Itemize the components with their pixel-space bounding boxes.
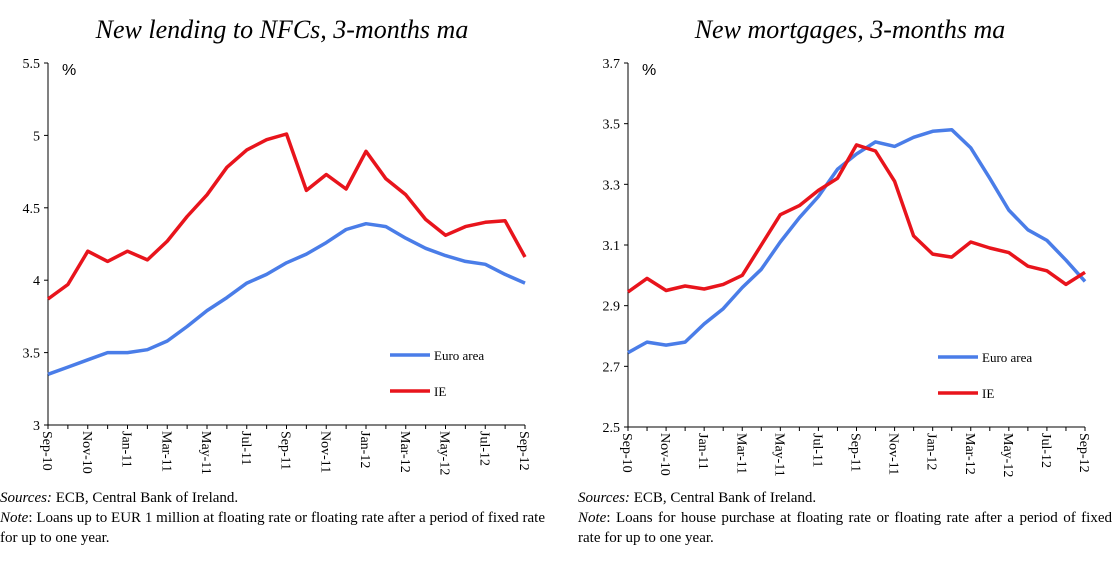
source: ECB, Central Bank of Ireland. — [633, 490, 817, 506]
note-line: Note: Loans up to EUR 1 million at float… — [0, 508, 545, 548]
legend-label: IE — [434, 384, 446, 399]
x-tick-label: Nov-10 — [657, 433, 672, 476]
x-tick-label: Jan-12 — [357, 431, 372, 468]
x-tick-label: Jul-12 — [1038, 433, 1053, 468]
y-tick-label: 3.5 — [603, 118, 621, 133]
x-tick-label: Sep-12 — [1076, 433, 1091, 473]
x-tick-label: May-11 — [198, 431, 213, 475]
x-tick-label: Nov-11 — [317, 431, 332, 473]
y-tick-label: 2.9 — [603, 300, 621, 315]
y-tick-label: 3.1 — [603, 239, 621, 254]
x-tick-label: Jan-11 — [119, 431, 134, 468]
y-tick-label: 3.3 — [603, 178, 621, 193]
x-tick-label: Sep-10 — [619, 433, 634, 473]
series-line — [627, 127, 1087, 355]
x-tick-label: Sep-12 — [516, 431, 531, 471]
y-tick-label: 3.5 — [23, 347, 41, 362]
source-line: Sources: ECB, Central Bank of Ireland. — [0, 488, 545, 508]
legend-label: Euro area — [434, 348, 484, 363]
chart-title: New lending to NFCs, 3-months ma — [95, 15, 469, 44]
x-tick-label: Mar-11 — [158, 431, 173, 472]
source: ECB, Central Bank of Ireland. — [55, 490, 239, 506]
x-tick-label: Jul-12 — [476, 431, 491, 466]
note-line: Note: Loans for house purchase at floati… — [578, 508, 1112, 548]
notes: Sources: ECB, Central Bank of Ireland. N… — [578, 488, 1112, 548]
series-line — [46, 132, 527, 301]
note-label: Note — [0, 510, 29, 526]
x-tick-label: May-12 — [437, 431, 452, 475]
chart-title: New mortgages, 3-months ma — [694, 15, 1006, 44]
y-tick-label: 3 — [33, 419, 40, 434]
unit-label: % — [62, 62, 76, 79]
source-label: Sources: — [578, 490, 630, 506]
y-tick-label: 5 — [33, 129, 40, 144]
y-tick-label: 4.5 — [23, 202, 41, 217]
notes: Sources: ECB, Central Bank of Ireland. N… — [0, 488, 545, 548]
note: : Loans for house purchase at floating r… — [578, 510, 1112, 546]
x-tick-label: Mar-12 — [397, 431, 412, 473]
y-tick-label: 5.5 — [23, 57, 41, 72]
note-label: Note — [578, 510, 607, 526]
y-tick-label: 2.7 — [603, 360, 621, 375]
series-line — [47, 221, 526, 376]
x-tick-label: Nov-11 — [886, 433, 901, 475]
note: : Loans up to EUR 1 million at floating … — [0, 510, 545, 546]
x-tick-label: Nov-10 — [79, 431, 94, 474]
x-tick-label: Sep-10 — [39, 431, 54, 471]
y-tick-label: 2.5 — [603, 421, 621, 436]
x-tick-label: Jan-12 — [924, 433, 939, 470]
legend-label: Euro area — [982, 350, 1032, 365]
unit-label: % — [642, 62, 656, 79]
source-label: Sources: — [0, 490, 52, 506]
x-tick-label: Mar-12 — [962, 433, 977, 475]
x-tick-label: Jan-11 — [695, 433, 710, 470]
x-tick-label: Mar-11 — [733, 433, 748, 474]
y-tick-label: 4 — [33, 274, 40, 289]
x-tick-label: May-11 — [771, 433, 786, 477]
x-tick-label: Sep-11 — [278, 431, 293, 470]
x-tick-label: May-12 — [1000, 433, 1015, 477]
y-tick-label: 3.7 — [603, 57, 621, 72]
x-tick-label: Sep-11 — [848, 433, 863, 472]
x-tick-label: Jul-11 — [238, 431, 253, 465]
series-line — [626, 143, 1086, 294]
chart: New lending to NFCs, 3-months ma% 3 3.5 4 4.… — [23, 15, 1092, 477]
legend-label: IE — [982, 386, 994, 401]
x-tick-label: Jul-11 — [809, 433, 824, 467]
source-line: Sources: ECB, Central Bank of Ireland. — [578, 488, 1112, 508]
